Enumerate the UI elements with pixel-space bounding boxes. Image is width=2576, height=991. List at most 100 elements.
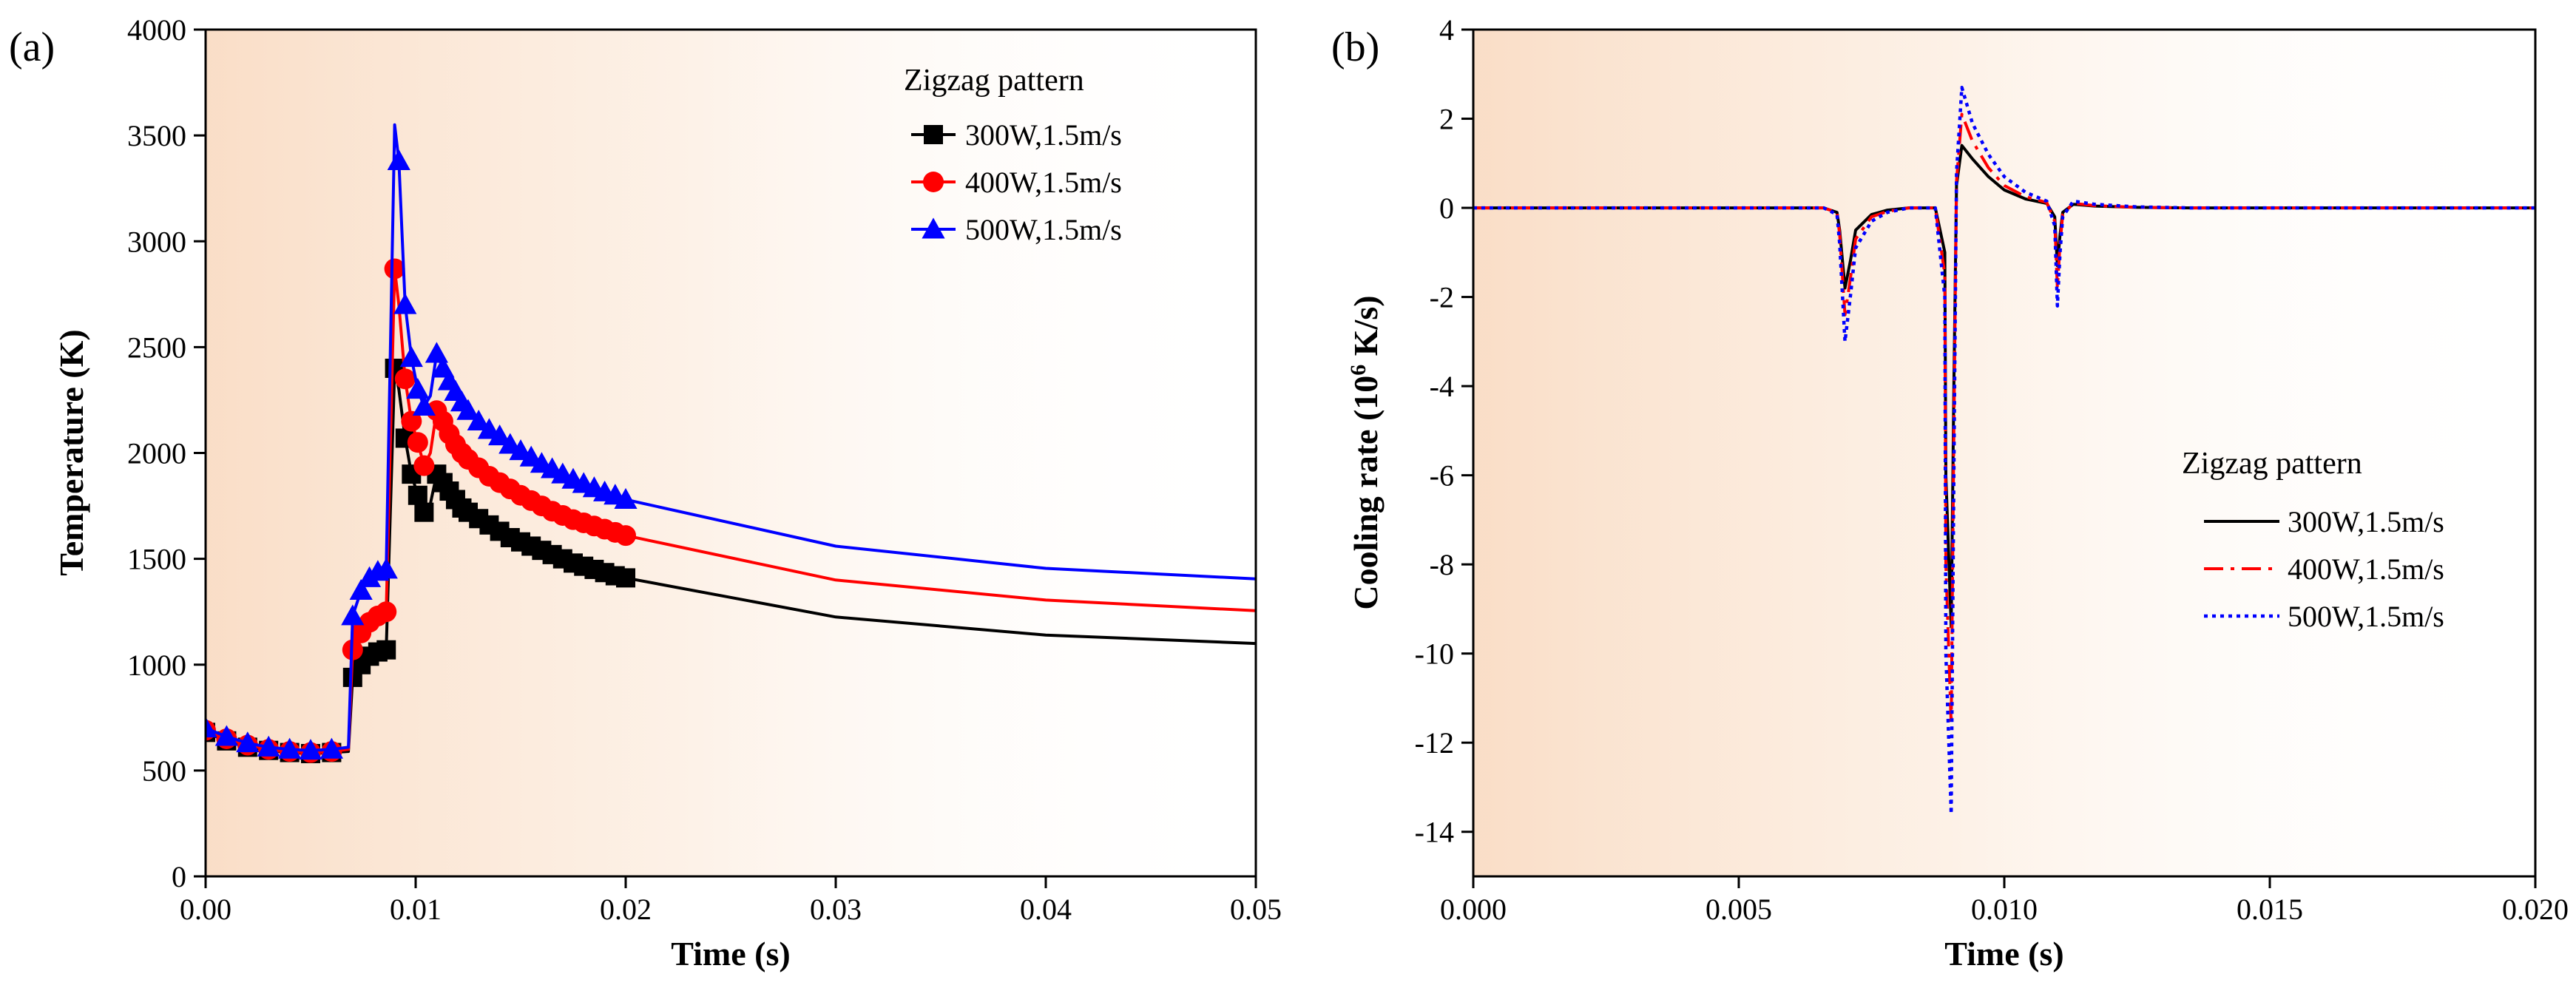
series-500w-1-5m-s-marker	[406, 378, 430, 399]
series-500w-1-5m-s-marker	[393, 293, 417, 314]
series-500w-1-5m-s	[206, 123, 1256, 760]
legend-entry-400w-1-5m-s: 400W,1.5m/s	[2204, 552, 2444, 586]
series-400w-1-5m-s-marker	[407, 432, 428, 453]
series-300w-1-5m-s-line	[1473, 143, 2535, 629]
series-500w-1-5m-s-marker	[349, 578, 373, 601]
y-tick-label: -6	[1430, 459, 1454, 493]
legend-label: 300W,1.5m/s	[2288, 505, 2444, 538]
series-500w-1-5m-s-marker	[320, 737, 343, 759]
panel-a-x-axis-title: Time (s)	[671, 935, 790, 973]
panel-a-axis-frame	[204, 28, 1257, 878]
series-400w-1-5m-s-marker	[401, 410, 422, 432]
legend-label: 400W,1.5m/s	[965, 166, 1122, 199]
panel-b-legend-title: Zigzag pattern	[2182, 447, 2362, 481]
panel-a-legend: Zigzag pattern 300W,1.5m/s 400W,1.5m/s 500…	[904, 64, 1122, 246]
x-tick-label: 0.010	[1971, 893, 2038, 926]
panel-a-label: (a)	[9, 24, 55, 70]
panel-b-plot-background	[1473, 30, 2535, 876]
panel-a: (a) 0.00 0.01 0.02 0.03 0.04 0.05 0 500 1000 150…	[9, 13, 1282, 973]
legend-label: 400W,1.5m/s	[2288, 552, 2444, 586]
y-tick-label: -2	[1430, 281, 1454, 314]
y-tick-label: -14	[1415, 816, 1454, 849]
panel-a-plot-background	[206, 30, 1256, 876]
x-tick-label: 0.00	[180, 893, 231, 926]
y-tick-label: -8	[1430, 548, 1454, 581]
legend-entry-300w-1-5m-s: 300W,1.5m/s	[911, 118, 1122, 152]
panel-b-y-ticks: -14 -12 -10 -8 -6 -4 -2 0 2 4	[1415, 13, 1473, 849]
series-300w-1-5m-s-marker	[414, 502, 434, 522]
panel-b: (b) 0.000 0.005 0.010 0.015 0.020 -14 -12 -10 -…	[1331, 13, 2569, 973]
series-400w-1-5m-s	[1473, 112, 2535, 727]
x-tick-label: 0.015	[2237, 893, 2303, 926]
x-tick-label: 0.02	[600, 893, 652, 926]
series-300w-1-5m-s-marker	[408, 485, 427, 505]
y-tick-label: 0	[172, 860, 186, 893]
y-tick-label: 2500	[127, 331, 186, 364]
series-500w-1-5m-s-marker	[387, 149, 410, 170]
series-500w-1-5m-s-marker	[412, 394, 436, 416]
y-tick-label: 0	[1439, 192, 1454, 225]
y-tick-label: -4	[1430, 370, 1454, 403]
y-tick-label: -10	[1415, 637, 1454, 671]
series-400w-1-5m-s-line	[1473, 112, 2535, 727]
series-500w-1-5m-s-marker	[488, 425, 512, 446]
panel-b-x-axis-title: Time (s)	[1944, 935, 2063, 973]
series-500w-1-5m-s-marker	[467, 409, 490, 431]
series-500w-1-5m-s-marker	[206, 717, 217, 738]
panel-b-y-axis-title-start: Cooling rate (10	[1347, 376, 1385, 610]
panel-a-series	[206, 123, 1256, 763]
panel-b-y-axis-title: Cooling rate (106 K/s)	[1346, 295, 1385, 609]
x-tick-label: 0.01	[390, 893, 442, 926]
panel-a-y-ticks: 0 500 1000 1500 2000 2500 3000 3500 4000	[127, 13, 206, 893]
series-500w-1-5m-s-marker	[374, 558, 398, 579]
series-500w-1-5m-s-marker	[399, 346, 423, 368]
series-500w-1-5m-s-marker	[614, 487, 638, 509]
y-tick-label: 2000	[127, 437, 186, 470]
x-tick-label: 0.03	[810, 893, 862, 926]
series-500w-1-5m-s	[1473, 86, 2535, 816]
legend-label: 500W,1.5m/s	[2288, 600, 2444, 633]
y-tick-label: 4000	[127, 13, 186, 47]
series-500w-1-5m-s-marker	[425, 342, 448, 363]
series-500w-1-5m-s-marker	[257, 735, 280, 757]
series-500w-1-5m-s-marker	[236, 731, 260, 753]
y-tick-label: 3000	[127, 225, 186, 258]
series-400w-1-5m-s-marker	[615, 525, 636, 547]
series-500w-1-5m-s-marker	[456, 399, 480, 420]
series-300w-1-5m-s-marker	[376, 640, 396, 660]
series-400w-1-5m-s-marker	[394, 368, 416, 390]
panel-a-legend-title: Zigzag pattern	[904, 64, 1084, 98]
y-tick-label: 1000	[127, 649, 186, 682]
panel-b-axis-frame	[1472, 28, 2537, 878]
series-400w-1-5m-s-marker	[413, 455, 435, 476]
series-500w-1-5m-s-line	[1473, 86, 2535, 816]
series-400w-1-5m-s-marker	[376, 601, 397, 623]
y-tick-label: 4	[1439, 13, 1454, 47]
series-500w-1-5m-s-marker	[341, 604, 365, 626]
panel-b-label: (b)	[1331, 24, 1379, 70]
x-tick-label: 0.000	[1440, 893, 1507, 926]
series-500w-1-5m-s-marker	[214, 725, 238, 746]
panel-a-y-axis-title: Temperature (K)	[53, 329, 90, 575]
legend-entry-400w-1-5m-s: 400W,1.5m/s	[911, 166, 1122, 199]
series-500w-1-5m-s-marker	[278, 737, 302, 759]
series-500w-1-5m-s-marker	[299, 739, 322, 760]
x-tick-label: 0.020	[2502, 893, 2569, 926]
panel-a-x-ticks: 0.00 0.01 0.02 0.03 0.04 0.05	[180, 876, 1282, 926]
panel-b-y-axis-title-exponent: 6	[1346, 365, 1370, 376]
legend-marker	[923, 172, 944, 192]
legend-marker	[924, 125, 943, 144]
y-tick-label: 3500	[127, 119, 186, 152]
legend-label: 500W,1.5m/s	[965, 213, 1122, 246]
x-tick-label: 0.005	[1705, 893, 1772, 926]
x-tick-label: 0.04	[1020, 893, 1072, 926]
series-300w-1-5m-s	[1473, 143, 2535, 629]
panel-b-legend: Zigzag pattern 300W,1.5m/s 400W,1.5m/s 500…	[2182, 447, 2444, 633]
y-tick-label: 1500	[127, 543, 186, 576]
y-tick-label: -12	[1415, 726, 1454, 760]
panel-b-x-ticks: 0.000 0.005 0.010 0.015 0.020	[1440, 876, 2569, 926]
legend-marker	[922, 217, 945, 239]
legend-entry-500w-1-5m-s: 500W,1.5m/s	[911, 213, 1122, 246]
panel-b-y-axis-title-end: K/s)	[1347, 295, 1385, 364]
